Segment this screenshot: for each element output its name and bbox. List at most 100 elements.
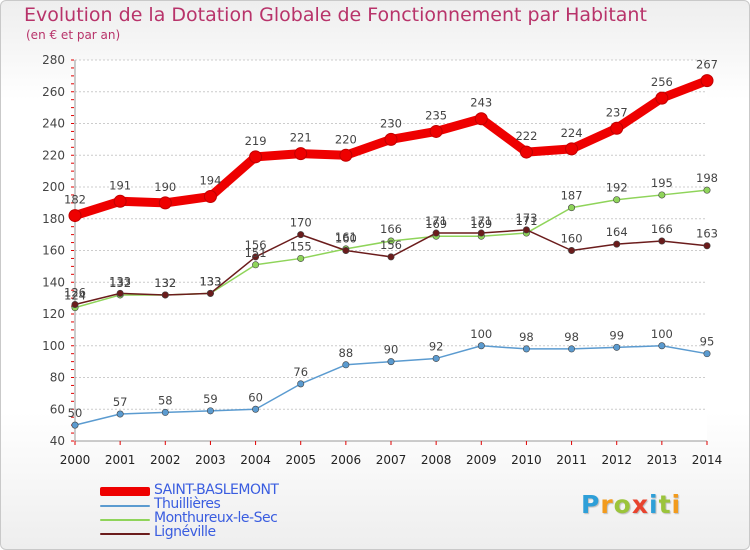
data-label-saint-baslemont: 221	[290, 131, 312, 145]
data-label-monthureux-le-sec: 195	[651, 176, 673, 190]
y-tick-label: 40	[50, 434, 65, 448]
data-point-thuillieres	[568, 345, 576, 353]
data-point-thuillieres	[116, 410, 124, 418]
data-point-ligneville	[116, 289, 124, 297]
data-point-ligneville	[703, 242, 711, 250]
data-point-thuillieres	[206, 407, 214, 415]
data-point-monthureux-le-sec	[568, 204, 576, 212]
data-label-thuillieres: 88	[339, 346, 354, 360]
data-point-ligneville	[432, 229, 440, 237]
data-label-ligneville: 156	[380, 238, 402, 252]
logo-letter: i	[671, 490, 682, 519]
legend-label: Thuillières	[154, 496, 221, 512]
data-label-thuillieres: 100	[470, 327, 492, 341]
data-label-monthureux-le-sec: 187	[561, 189, 583, 203]
data-point-monthureux-le-sec	[658, 191, 666, 199]
data-label-thuillieres: 58	[158, 393, 173, 407]
x-tick-label: 2011	[556, 453, 587, 467]
legend-swatch	[100, 487, 150, 496]
x-tick-label: 2004	[240, 453, 271, 467]
data-label-ligneville: 133	[109, 274, 131, 288]
data-label-thuillieres: 90	[384, 343, 399, 357]
data-point-thuillieres	[71, 421, 79, 429]
data-label-thuillieres: 98	[519, 330, 534, 344]
data-point-thuillieres	[703, 350, 711, 358]
y-tick-label: 100	[42, 339, 65, 353]
data-point-saint-baslemont	[474, 112, 488, 126]
data-point-thuillieres	[297, 380, 305, 388]
data-point-thuillieres	[161, 408, 169, 416]
data-point-monthureux-le-sec	[613, 196, 621, 204]
data-label-monthureux-le-sec: 151	[245, 246, 267, 260]
legend-swatch	[100, 519, 150, 521]
legend-label: Lignéville	[154, 524, 216, 540]
data-label-ligneville: 156	[245, 238, 267, 252]
data-label-saint-baslemont: 191	[109, 178, 131, 192]
y-tick-label: 180	[42, 212, 65, 226]
x-tick-label: 2009	[466, 453, 497, 467]
data-label-monthureux-le-sec: 171	[515, 214, 537, 228]
data-label-saint-baslemont: 182	[64, 193, 86, 207]
data-label-thuillieres: 92	[429, 339, 444, 353]
data-point-thuillieres	[477, 342, 485, 350]
data-point-ligneville	[522, 226, 530, 234]
data-point-ligneville	[161, 291, 169, 299]
data-label-thuillieres: 99	[609, 328, 624, 342]
data-label-saint-baslemont: 224	[561, 126, 583, 140]
y-tick-label: 80	[50, 371, 65, 385]
data-point-saint-baslemont	[294, 147, 308, 161]
y-tick-label: 160	[42, 244, 65, 258]
data-label-ligneville: 164	[606, 225, 628, 239]
data-point-thuillieres	[387, 358, 395, 366]
y-tick-label: 280	[42, 53, 65, 67]
data-label-thuillieres: 98	[564, 330, 579, 344]
proxiti-logo: Proxiti	[581, 490, 681, 519]
x-tick-label: 2005	[285, 453, 316, 467]
x-tick-label: 2008	[421, 453, 452, 467]
data-point-ligneville	[297, 231, 305, 239]
data-label-ligneville: 171	[425, 214, 447, 228]
data-label-saint-baslemont: 243	[470, 96, 492, 110]
data-label-thuillieres: 76	[293, 365, 308, 379]
data-point-saint-baslemont	[565, 142, 579, 156]
logo-letter: o	[613, 490, 632, 519]
data-label-thuillieres: 57	[113, 395, 128, 409]
data-label-ligneville: 170	[290, 216, 312, 230]
data-point-saint-baslemont	[655, 91, 669, 105]
data-label-saint-baslemont: 194	[199, 174, 221, 188]
data-label-saint-baslemont: 237	[606, 105, 628, 119]
data-point-ligneville	[206, 289, 214, 297]
data-label-saint-baslemont: 230	[380, 116, 402, 130]
data-label-saint-baslemont: 267	[696, 58, 718, 72]
x-tick-label: 2001	[105, 453, 136, 467]
data-label-saint-baslemont: 219	[245, 134, 267, 148]
data-point-saint-baslemont	[519, 145, 533, 159]
data-label-thuillieres: 60	[248, 390, 263, 404]
data-label-saint-baslemont: 222	[515, 129, 537, 143]
data-point-saint-baslemont	[203, 190, 217, 204]
logo-letter: r	[600, 490, 614, 519]
data-label-monthureux-le-sec: 133	[199, 274, 221, 288]
data-point-saint-baslemont	[68, 209, 82, 223]
data-point-thuillieres	[252, 405, 260, 413]
data-label-ligneville: 160	[335, 232, 357, 246]
data-point-saint-baslemont	[429, 124, 443, 138]
y-tick-label: 200	[42, 180, 65, 194]
data-label-ligneville: 126	[64, 285, 86, 299]
x-tick-label: 2002	[150, 453, 181, 467]
logo-letter: x	[631, 490, 649, 519]
data-point-ligneville	[568, 247, 576, 255]
data-point-thuillieres	[613, 343, 621, 351]
y-tick-label: 60	[50, 402, 65, 416]
data-label-saint-baslemont: 190	[154, 180, 176, 194]
x-tick-label: 2007	[376, 453, 407, 467]
line-chart: 40 60 80 100 120 140 160 180 200 220 240 260 280 2000…	[42, 53, 722, 467]
chart-title: Evolution de la Dotation Globale de Fonc…	[24, 4, 647, 26]
data-point-monthureux-le-sec	[387, 237, 395, 245]
data-point-ligneville	[252, 253, 260, 261]
data-label-monthureux-le-sec: 132	[109, 276, 131, 290]
data-label-ligneville: 133	[199, 274, 221, 288]
data-label-thuillieres: 100	[651, 327, 673, 341]
data-label-ligneville: 166	[651, 222, 673, 236]
legend-swatch	[100, 505, 150, 507]
